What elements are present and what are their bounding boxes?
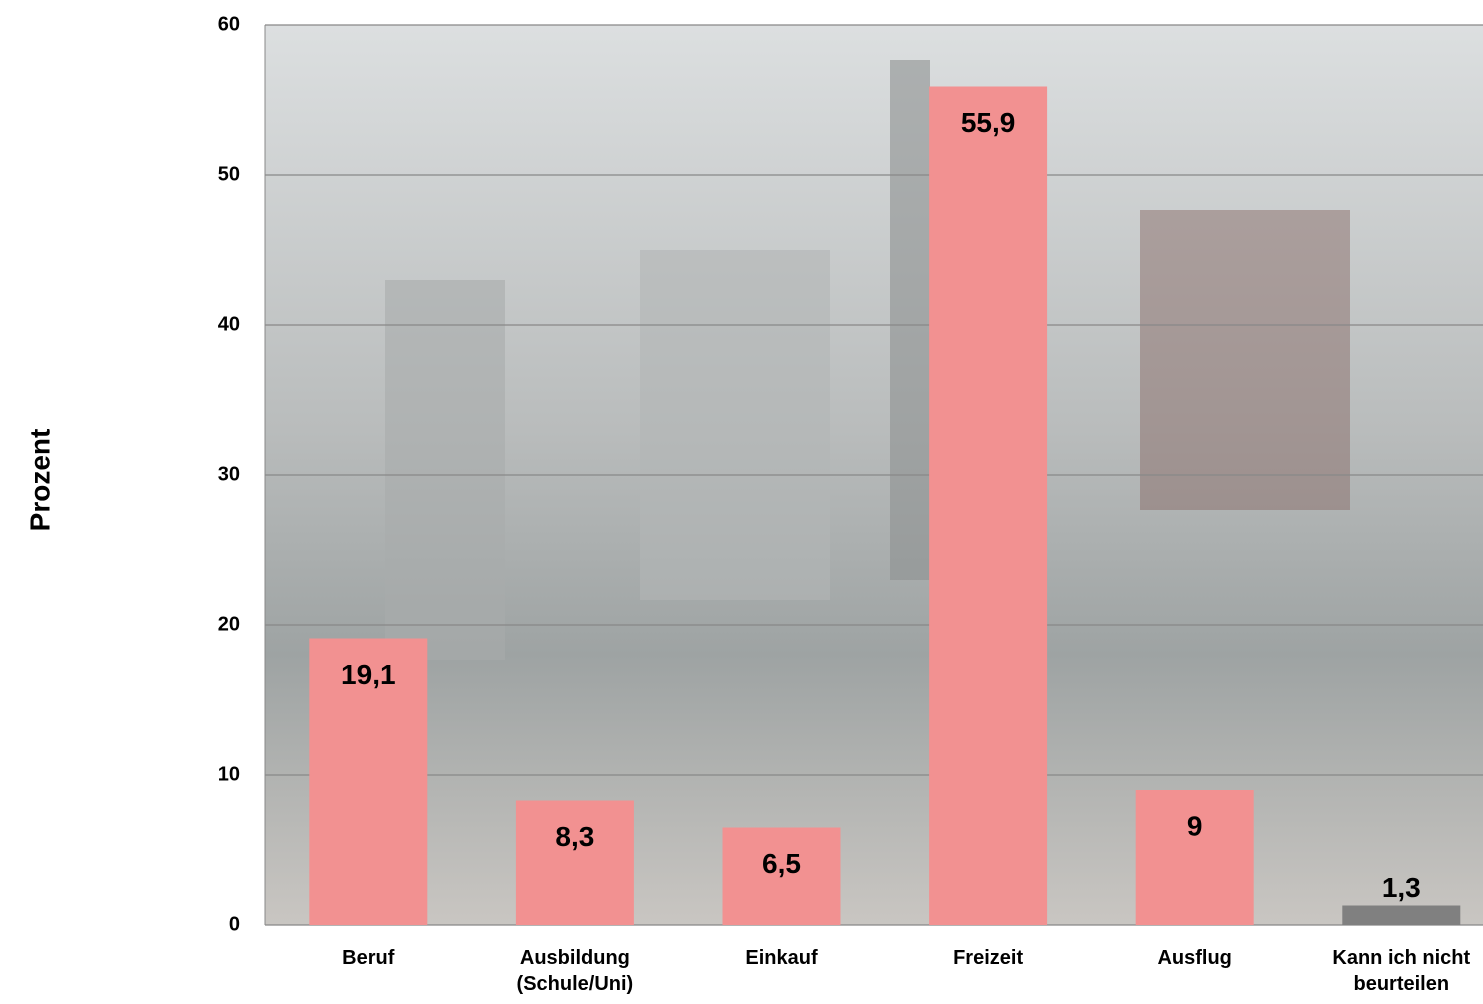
bar [515,800,634,925]
y-tick-label: 30 [218,463,240,485]
bar [722,827,841,925]
value-label: 55,9 [961,107,1016,138]
y-tick-label: 20 [218,613,240,635]
y-tick-label: 50 [218,163,240,185]
bar [929,86,1048,925]
value-label: 19,1 [341,659,396,690]
y-tick-label: 60 [218,13,240,35]
x-tick-label: Beruf [342,947,395,969]
value-label: 1,3 [1382,872,1421,903]
x-tick-label: Einkauf [745,947,818,969]
background-tower [890,60,930,580]
y-tick-label: 0 [229,913,240,935]
y-axis-label: Prozent [24,429,55,532]
value-label: 8,3 [555,821,594,852]
x-tick-label: Freizeit [953,947,1024,969]
value-label: 9 [1187,810,1203,841]
x-tick-label: Ausflug [1157,947,1232,969]
y-tick-label: 10 [218,763,240,785]
bar [309,638,428,925]
y-tick-label: 40 [218,313,240,335]
x-tick-label: Ausbildung (Schule/Uni) [516,947,634,995]
x-tick-label: Kann ich nicht beurteilen [1332,947,1471,995]
value-label: 6,5 [762,848,801,879]
background-building [1140,210,1350,510]
background-building [385,280,505,660]
background-building [640,250,830,600]
bar [1342,905,1461,925]
bar [1135,790,1254,925]
